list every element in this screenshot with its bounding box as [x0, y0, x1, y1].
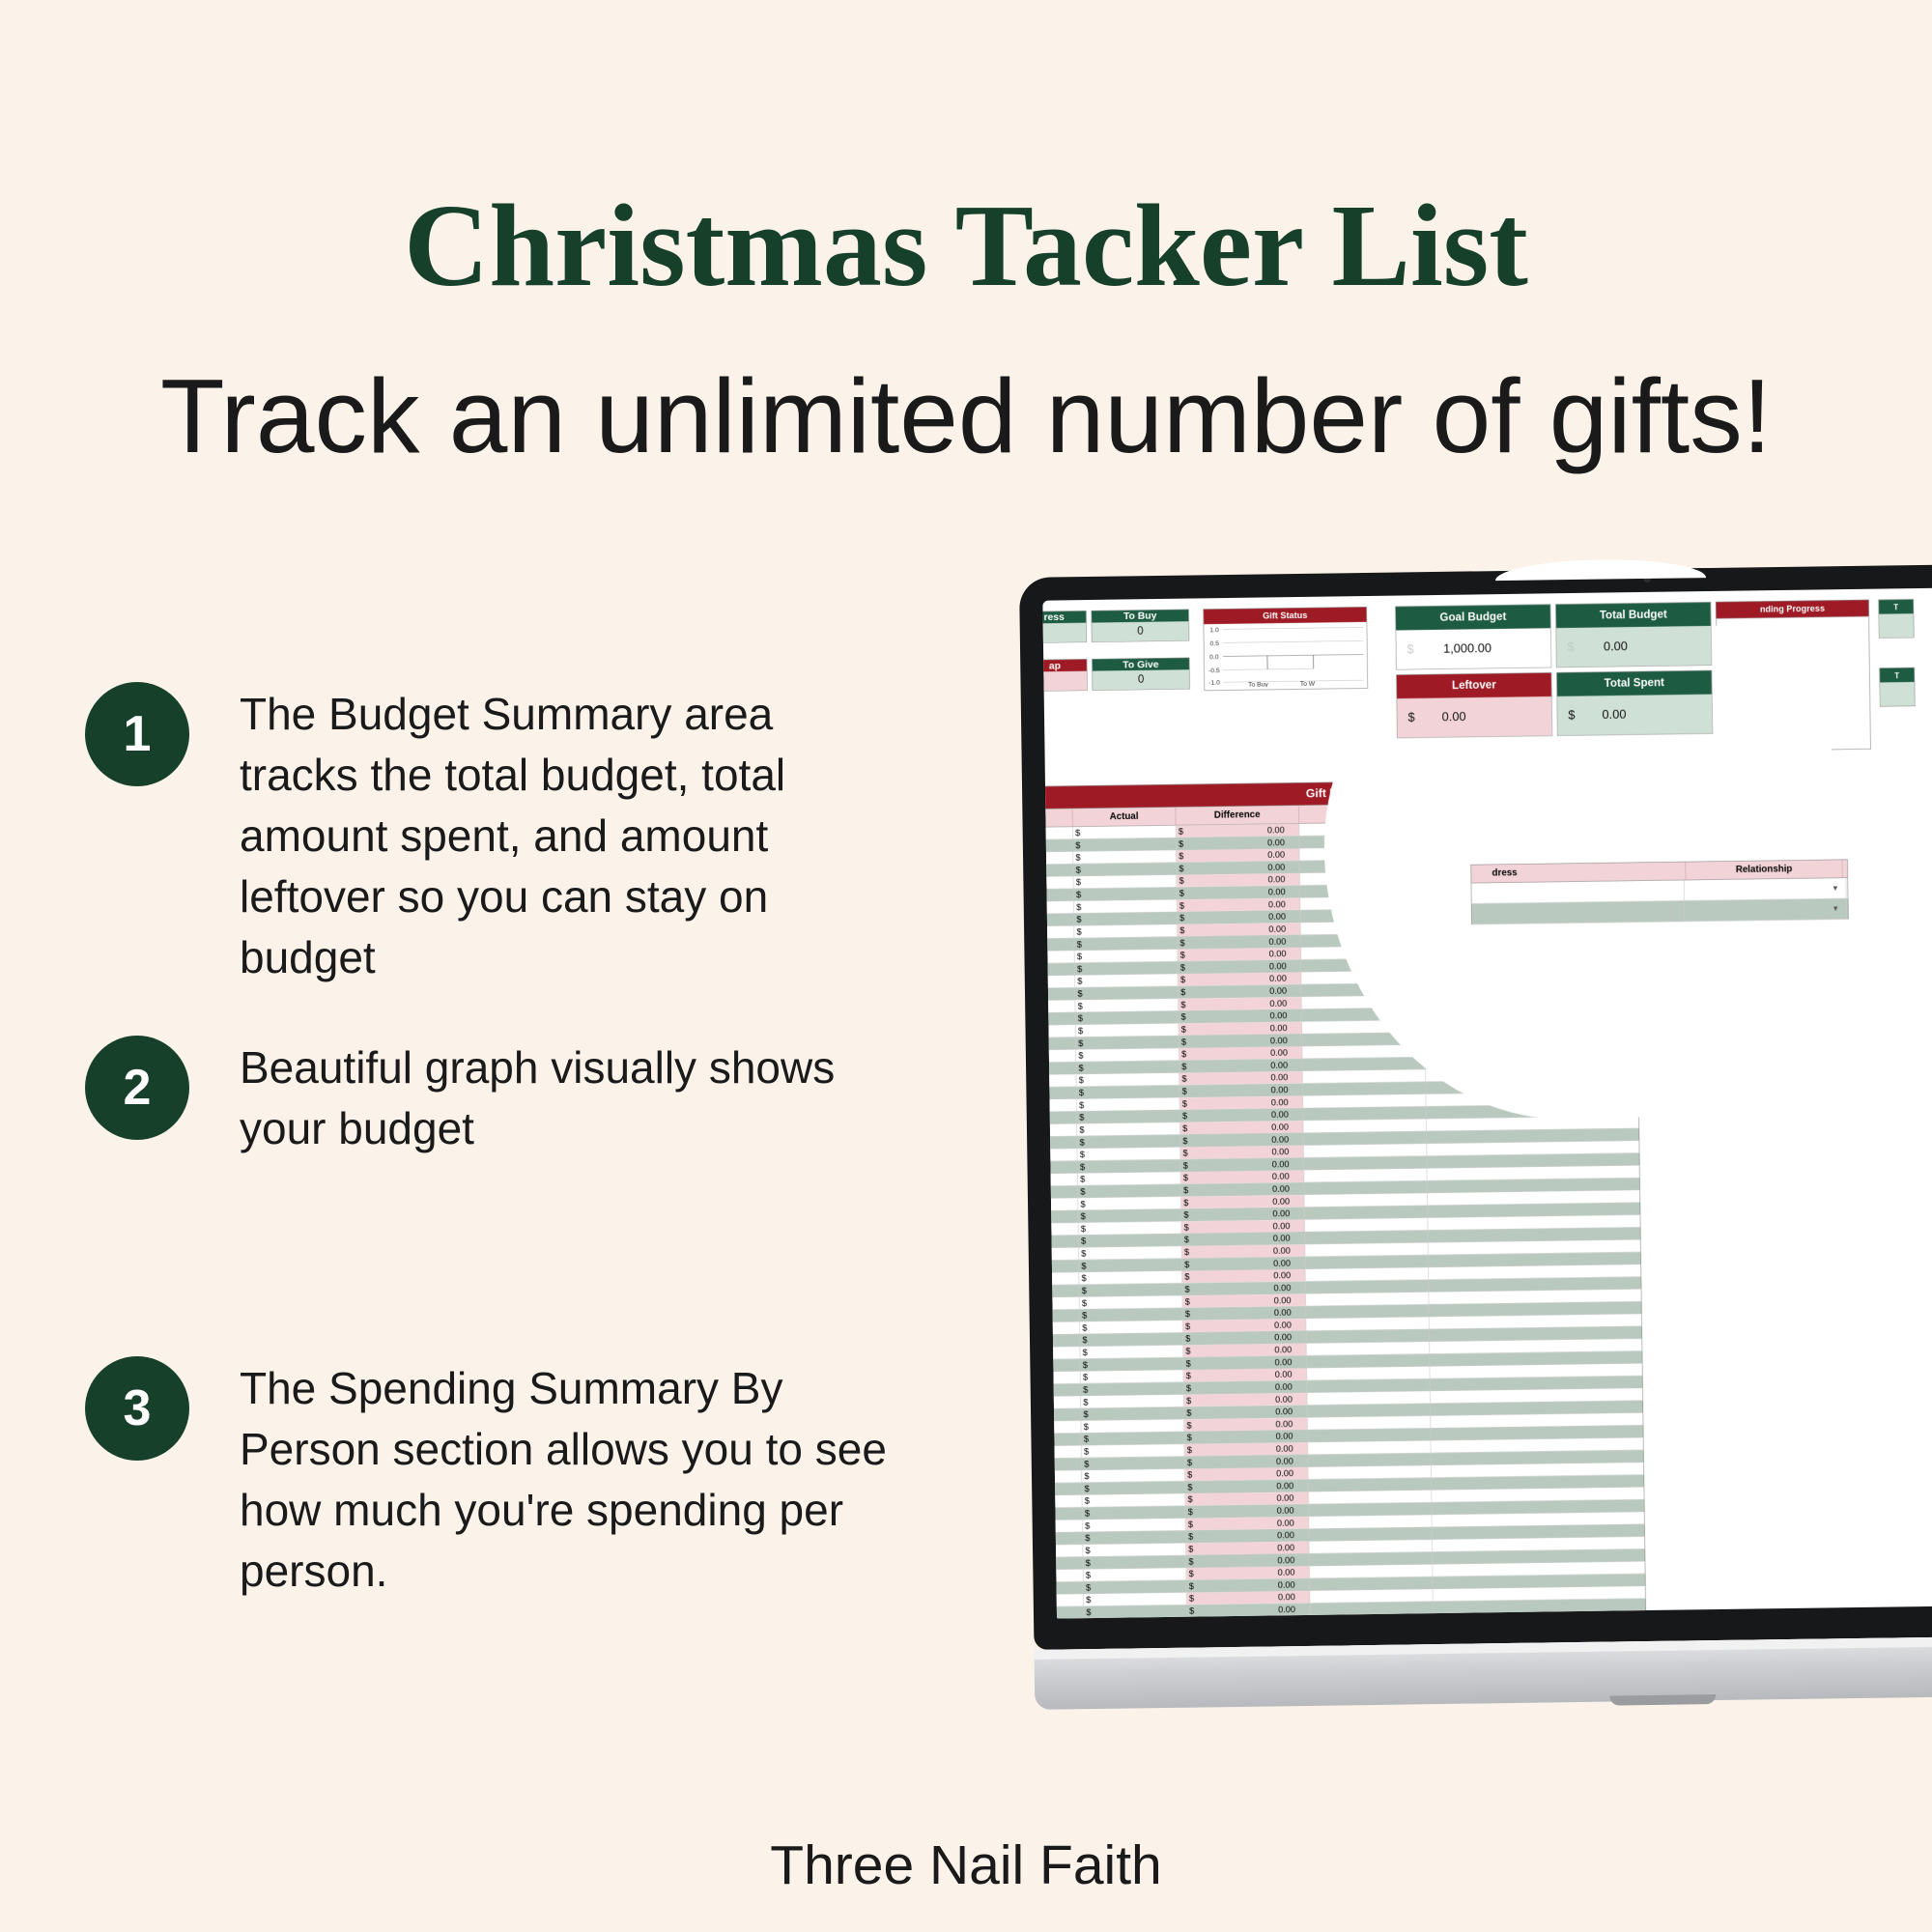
svg-text:1.0: 1.0 [1209, 627, 1219, 634]
svg-text:To Buy: To Buy [1248, 682, 1268, 689]
svg-text:0.5: 0.5 [1210, 640, 1220, 647]
svg-text:To W: To W [1300, 681, 1316, 688]
svg-text:-1.0: -1.0 [1208, 680, 1220, 687]
svg-text:0.0: 0.0 [1209, 654, 1219, 661]
svg-text:-0.5: -0.5 [1208, 668, 1220, 674]
